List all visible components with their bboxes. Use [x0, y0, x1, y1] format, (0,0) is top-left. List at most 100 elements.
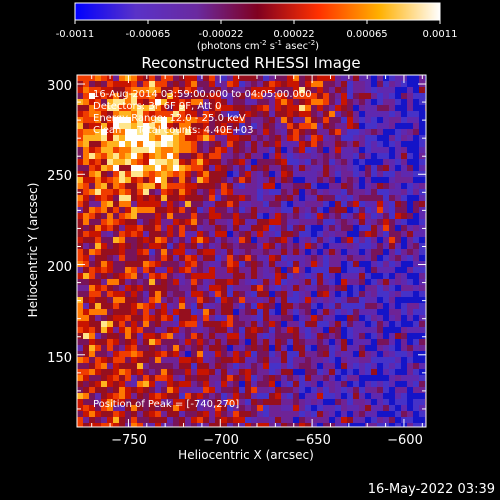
heatmap-cell — [359, 141, 366, 148]
heatmap-cell — [251, 117, 258, 124]
heatmap-cell — [359, 195, 366, 202]
heatmap-cell — [203, 201, 210, 208]
heatmap-cell — [233, 213, 240, 220]
heatmap-cell — [359, 183, 366, 190]
heatmap-cell — [113, 123, 120, 130]
heatmap-cell — [173, 369, 180, 376]
heatmap-cell — [107, 117, 114, 124]
heatmap-cell — [143, 159, 150, 166]
heatmap-cell — [119, 207, 126, 214]
heatmap-cell — [185, 285, 192, 292]
heatmap-cell — [323, 93, 330, 100]
heatmap-cell — [179, 135, 186, 142]
heatmap-cell — [287, 129, 294, 136]
heatmap-cell — [293, 327, 300, 334]
heatmap-cell — [353, 219, 360, 226]
heatmap-cell — [197, 345, 204, 352]
heatmap-cell — [131, 165, 138, 172]
heatmap-cell — [263, 339, 270, 346]
heatmap-cell — [287, 309, 294, 316]
heatmap-cell — [251, 165, 258, 172]
heatmap-cell — [185, 189, 192, 196]
heatmap-cell — [185, 273, 192, 280]
heatmap-cell — [329, 171, 336, 178]
heatmap-cell — [185, 153, 192, 160]
heatmap-cell — [227, 117, 234, 124]
heatmap-cell — [377, 117, 384, 124]
heatmap-cell — [155, 117, 162, 124]
heatmap-cell — [179, 183, 186, 190]
heatmap-cell — [257, 363, 264, 370]
heatmap-cell — [143, 99, 150, 106]
heatmap-cell — [95, 111, 102, 118]
heatmap-cell — [215, 75, 222, 82]
heatmap-cell — [185, 135, 192, 142]
y-axis-label: Heliocentric Y (arcsec) — [26, 183, 40, 318]
heatmap-cell — [209, 393, 216, 400]
heatmap-cell — [209, 75, 216, 82]
heatmap-cell — [137, 117, 144, 124]
heatmap-cell — [239, 375, 246, 382]
heatmap-cell — [185, 315, 192, 322]
heatmap-cell — [311, 345, 318, 352]
heatmap-cell — [137, 195, 144, 202]
heatmap-cell — [173, 195, 180, 202]
heatmap-cell — [215, 255, 222, 262]
heatmap-cell — [173, 129, 180, 136]
heatmap-cell — [185, 147, 192, 154]
heatmap-cell — [95, 225, 102, 232]
heatmap-cell — [305, 261, 312, 268]
heatmap-cell — [293, 219, 300, 226]
heatmap-cell — [95, 417, 102, 424]
heatmap-cell — [143, 285, 150, 292]
heatmap-cell — [359, 201, 366, 208]
heatmap-cell — [239, 411, 246, 418]
heatmap-cell — [149, 423, 156, 427]
heatmap-cell — [377, 183, 384, 190]
heatmap-cell — [191, 321, 198, 328]
heatmap-cell — [263, 285, 270, 292]
heatmap-cell — [143, 165, 150, 172]
heatmap-cell — [395, 255, 402, 262]
heatmap-cell — [191, 369, 198, 376]
heatmap-cell — [179, 399, 186, 406]
heatmap-cell — [131, 243, 138, 250]
heatmap-cell — [239, 177, 246, 184]
heatmap-cell — [185, 177, 192, 184]
heatmap-cell — [395, 339, 402, 346]
heatmap-cell — [257, 237, 264, 244]
heatmap-cell — [209, 123, 216, 130]
heatmap-cell — [269, 399, 276, 406]
heatmap-cell — [329, 147, 336, 154]
heatmap-cell — [113, 147, 120, 154]
heatmap-cell — [167, 237, 174, 244]
heatmap-cell — [395, 117, 402, 124]
heatmap-cell — [245, 411, 252, 418]
heatmap-cell — [371, 393, 378, 400]
heatmap-cell — [353, 183, 360, 190]
heatmap-cell — [215, 387, 222, 394]
heatmap-cell — [245, 213, 252, 220]
heatmap-cell — [209, 387, 216, 394]
heatmap-cell — [377, 147, 384, 154]
heatmap-cell — [353, 399, 360, 406]
heatmap-cell — [317, 279, 324, 286]
heatmap-cell — [269, 111, 276, 118]
heatmap-cell — [395, 381, 402, 388]
heatmap-cell — [371, 87, 378, 94]
heatmap-cell — [131, 381, 138, 388]
heatmap-cell — [167, 417, 174, 424]
heatmap-cell — [419, 399, 426, 406]
heatmap-cell — [329, 93, 336, 100]
heatmap-cell — [173, 351, 180, 358]
heatmap-cell — [137, 285, 144, 292]
heatmap-cell — [191, 273, 198, 280]
heatmap-cell — [77, 339, 84, 346]
heatmap-cell — [185, 279, 192, 286]
heatmap-cell — [101, 129, 108, 136]
heatmap-cell — [191, 303, 198, 310]
heatmap-cell — [125, 345, 132, 352]
heatmap-cell — [149, 279, 156, 286]
heatmap-cell — [287, 147, 294, 154]
heatmap-cell — [401, 147, 408, 154]
